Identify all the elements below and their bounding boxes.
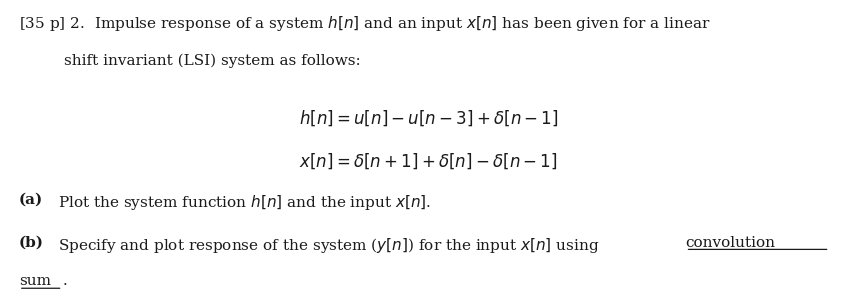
Text: shift invariant (LSI) system as follows:: shift invariant (LSI) system as follows: [64,54,361,68]
Text: convolution: convolution [686,236,776,250]
Text: [35 p] 2.  Impulse response of a system $h[n]$ and an input $x[n]$ has been give: [35 p] 2. Impulse response of a system $… [19,14,710,33]
Text: $h[n] = u[n] - u[n-3] + \delta[n-1]$: $h[n] = u[n] - u[n-3] + \delta[n-1]$ [299,109,558,128]
Text: sum: sum [19,274,51,288]
Text: Specify and plot response of the system ($y[n]$) for the input $x[n]$ using: Specify and plot response of the system … [58,236,600,255]
Text: .: . [63,274,68,288]
Text: Plot the system function $h[n]$ and the input $x[n]$.: Plot the system function $h[n]$ and the … [58,193,431,212]
Text: (a): (a) [19,193,43,207]
Text: $x[n] = \delta[n+1] + \delta[n] - \delta[n-1]$: $x[n] = \delta[n+1] + \delta[n] - \delta… [299,151,558,171]
Text: (b): (b) [19,236,44,250]
